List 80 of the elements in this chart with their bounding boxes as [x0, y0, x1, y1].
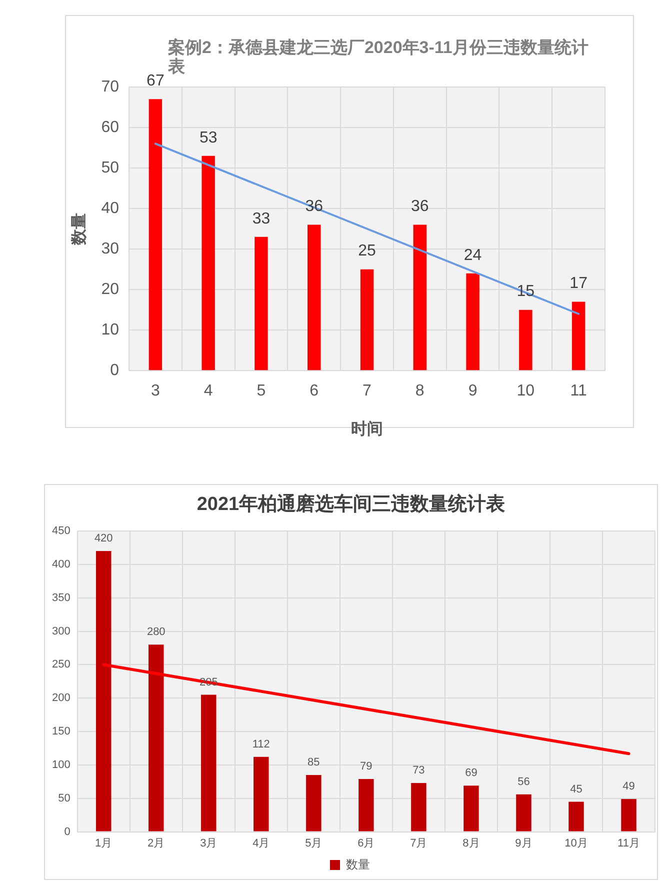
bar	[360, 269, 374, 370]
chart-title: 2021年柏通磨选车间三违数量统计表	[196, 494, 506, 516]
y-tick-label: 400	[52, 558, 70, 570]
data-label: 53	[199, 129, 218, 146]
x-tick-label: 4	[204, 382, 213, 400]
bar	[358, 778, 374, 832]
data-label: 33	[252, 210, 270, 228]
y-tick-label: 40	[101, 200, 120, 217]
bar	[519, 310, 532, 370]
y-tick-label: 300	[52, 625, 70, 638]
data-label: 420	[94, 532, 113, 545]
legend-label: 数量	[346, 857, 370, 872]
bar	[254, 756, 269, 832]
x-tick-label: 7月	[410, 837, 428, 850]
x-tick-label: 11	[570, 382, 587, 400]
x-tick-label: 6	[310, 382, 319, 400]
y-tick-label: 100	[52, 758, 70, 771]
x-tick-label: 9	[468, 382, 478, 400]
x-tick-label: 10月	[564, 837, 588, 850]
data-label: 24	[464, 246, 482, 264]
x-tick-label: 5月	[305, 837, 322, 850]
y-axis-title: 数量	[70, 212, 88, 246]
bar	[464, 786, 479, 832]
bar	[413, 224, 426, 370]
data-label: 49	[622, 780, 635, 793]
bar	[466, 273, 480, 370]
y-tick-label: 60	[101, 118, 120, 136]
x-tick-label: 4月	[252, 837, 270, 850]
y-tick-label: 200	[52, 692, 70, 704]
y-tick-label: 250	[52, 658, 70, 671]
bar	[516, 794, 532, 832]
x-tick-label: 3	[150, 382, 160, 400]
x-tick-label: 6月	[358, 837, 375, 850]
x-tick-label: 7	[362, 382, 372, 400]
data-label: 112	[252, 738, 270, 750]
bar	[202, 156, 215, 370]
x-axis-title: 时间	[351, 420, 383, 438]
data-label: 45	[570, 783, 582, 796]
bar	[306, 774, 322, 832]
x-tick-label: 11月	[618, 837, 640, 850]
y-tick-label: 10	[101, 321, 120, 338]
y-tick-label: 450	[52, 525, 70, 538]
x-tick-label: 5	[256, 382, 266, 400]
data-label: 25	[358, 242, 376, 260]
data-label: 79	[360, 760, 372, 773]
bar	[411, 783, 426, 832]
bar	[148, 99, 162, 370]
y-tick-label: 30	[101, 240, 120, 258]
bar	[254, 236, 268, 370]
x-tick-label: 9月	[515, 837, 532, 850]
y-tick-label: 0	[110, 362, 120, 380]
y-tick-label: 20	[101, 280, 120, 298]
x-tick-label: 1月	[95, 837, 112, 850]
bar	[572, 302, 586, 370]
chart-title: 案例2：承德县建龙三选厂2020年3-11月份三违数量统计表	[168, 38, 590, 76]
bar	[201, 694, 216, 832]
data-label: 69	[465, 767, 478, 780]
x-tick-label: 8月	[462, 837, 480, 850]
data-label: 67	[146, 72, 164, 90]
x-tick-label: 3月	[200, 837, 218, 850]
data-label: 17	[570, 275, 588, 292]
data-label: 73	[412, 764, 425, 777]
x-tick-label: 8	[415, 382, 424, 400]
data-label: 36	[410, 198, 429, 216]
y-tick-label: 350	[52, 592, 70, 604]
y-tick-label: 50	[101, 159, 120, 176]
bar	[568, 802, 584, 832]
data-label: 56	[518, 776, 530, 788]
bar	[148, 644, 164, 832]
y-tick-label: 70	[101, 78, 120, 96]
data-label: 85	[308, 756, 320, 769]
y-tick-label: 50	[58, 792, 70, 804]
bar	[621, 799, 636, 832]
y-tick-label: 150	[52, 726, 70, 738]
x-tick-label: 10	[516, 382, 535, 400]
y-tick-label: 0	[64, 826, 70, 838]
bar	[308, 224, 321, 370]
bar	[96, 551, 112, 832]
x-tick-label: 2月	[148, 837, 165, 850]
data-label: 280	[146, 626, 166, 638]
